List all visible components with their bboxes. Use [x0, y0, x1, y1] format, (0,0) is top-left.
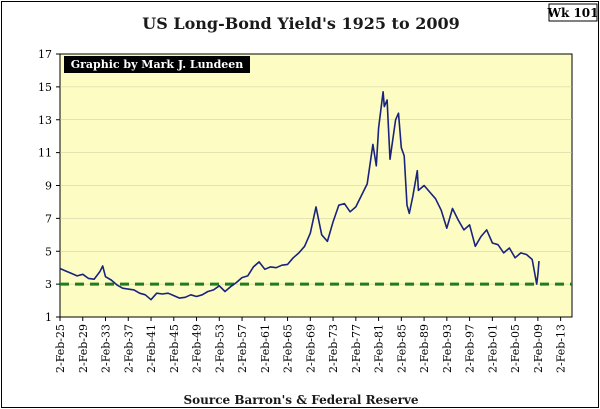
x-tick-label: 2-Feb-01: [486, 324, 499, 373]
y-tick-label: 5: [45, 245, 52, 258]
x-tick-label: 2-Feb-97: [464, 324, 477, 373]
x-tick-label: 2-Feb-05: [509, 324, 522, 373]
y-tick-label: 15: [38, 81, 52, 94]
x-tick-label: 2-Feb-57: [236, 324, 249, 373]
x-tick-label: 2-Feb-13: [555, 324, 568, 373]
credit-box: [64, 56, 250, 73]
week-badge-box: [548, 3, 598, 22]
x-tick-label: 2-Feb-77: [350, 324, 363, 373]
week-badge: Wk 101: [546, 6, 598, 20]
x-tick-label: 2-Feb-09: [532, 324, 545, 373]
x-tick-label: 2-Feb-81: [373, 324, 386, 373]
x-tick-label: 2-Feb-37: [122, 324, 135, 373]
x-tick-label: 2-Feb-69: [304, 324, 317, 373]
x-tick-label: 2-Feb-89: [418, 324, 431, 373]
series-line: [59, 91, 540, 301]
credit-label: Graphic by Mark J. Lundeen: [71, 58, 244, 71]
y-tick-label: 13: [38, 114, 52, 127]
x-tick-label: 2-Feb-85: [395, 324, 408, 373]
x-tick-label: 2-Feb-41: [145, 324, 158, 373]
x-tick-label: 2-Feb-49: [191, 324, 204, 373]
chart-title: US Long-Bond Yield's 1925 to 2009: [142, 14, 459, 33]
x-tick-label: 2-Feb-45: [168, 324, 181, 373]
y-tick-label: 9: [45, 180, 52, 193]
y-tick-label: 17: [38, 48, 52, 61]
y-tick-label: 7: [45, 212, 52, 225]
y-tick-label: 3: [45, 278, 52, 291]
x-tick-label: 2-Feb-65: [282, 324, 295, 373]
x-tick-label: 2-Feb-93: [441, 324, 454, 373]
x-tick-label: 2-Feb-33: [100, 324, 113, 373]
gridlines: [60, 86, 572, 285]
x-tick-label: 2-Feb-73: [327, 324, 340, 373]
x-tick-label: 2-Feb-53: [213, 324, 226, 373]
x-tick-label: 2-Feb-25: [54, 324, 67, 373]
y-tick-label: 11: [38, 147, 52, 160]
y-tick-label: 1: [45, 311, 52, 324]
x-axis-ticks: 2-Feb-25 2-Feb-29 2-Feb-33 2-Feb-37 2-Feb-41…: [54, 317, 568, 373]
source-label: Source Barron's & Federal Reserve: [183, 393, 418, 407]
x-tick-label: 2-Feb-29: [77, 324, 90, 373]
x-tick-label: 2-Feb-61: [259, 324, 272, 373]
